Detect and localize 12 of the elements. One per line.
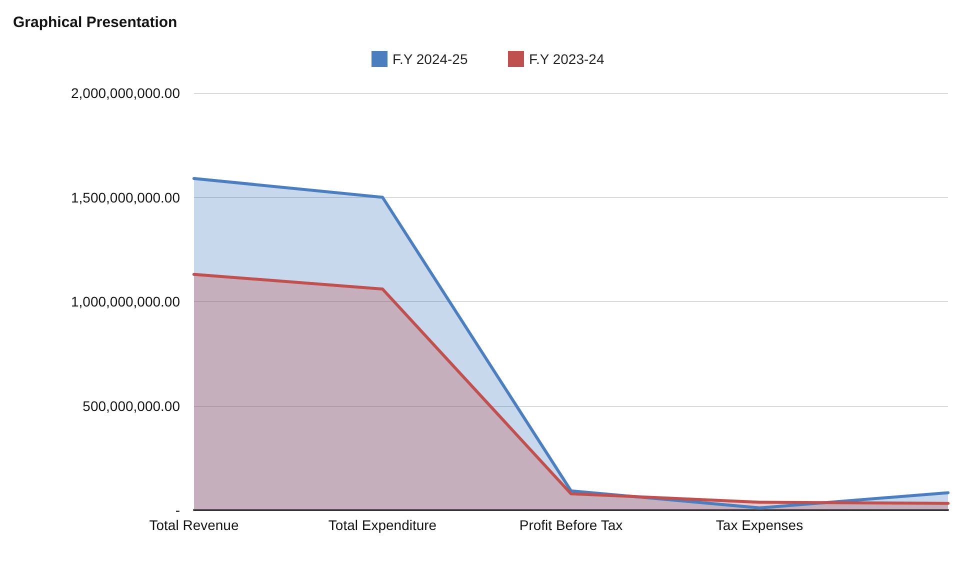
chart-title: Graphical Presentation: [13, 14, 178, 31]
y-tick-label: 500,000,000.00: [82, 398, 180, 414]
legend-label: F.Y 2024-25: [392, 51, 468, 67]
x-tick-label: Profit Before Tax: [519, 517, 623, 533]
y-tick-label: 2,000,000,000.00: [71, 85, 180, 101]
y-tick-label: 1,500,000,000.00: [71, 189, 180, 206]
x-tick-label: Total Expenditure: [328, 517, 437, 533]
x-tick-label: Tax Expenses: [716, 517, 804, 533]
x-tick-label: Total Revenue: [149, 517, 239, 533]
y-tick-label: -: [175, 502, 180, 518]
legend-label: F.Y 2023-24: [529, 51, 604, 67]
y-tick-label: 1,000,000,000.00: [71, 294, 180, 310]
